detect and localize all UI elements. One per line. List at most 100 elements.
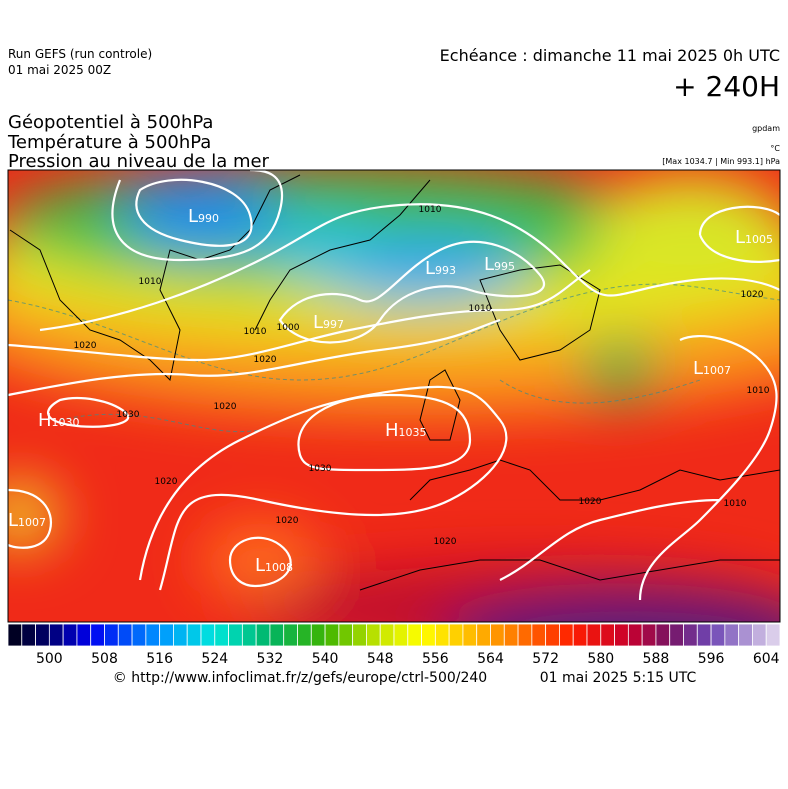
center-value: 1030 <box>52 416 80 429</box>
isobar-label: 1010 <box>419 205 442 215</box>
colorbar-box <box>627 623 643 647</box>
isobar-label: 1020 <box>579 497 602 507</box>
colorbar-box <box>62 623 78 647</box>
center-kind: L <box>484 254 494 275</box>
isobar-label: 1030 <box>117 410 140 420</box>
center-kind: H <box>385 420 399 441</box>
colorbar-box <box>324 623 340 647</box>
isobar-label: 1000 <box>277 323 300 333</box>
colorbar-box <box>669 623 684 647</box>
unit: [Max 1034.7 | Min 993.1] hPa <box>662 157 780 166</box>
colorbar-box <box>255 623 271 647</box>
pressure-center: L1008 <box>255 555 293 576</box>
colorbar-box <box>76 623 92 647</box>
colorbar-tick-label: 604 <box>753 651 780 667</box>
center-kind: L <box>8 510 18 531</box>
colorbar-box <box>572 623 588 647</box>
colorbar-box <box>421 623 436 647</box>
pressure-center: L995 <box>484 254 515 275</box>
colorbar-box <box>228 623 243 647</box>
colorbar-box <box>434 623 450 647</box>
colorbar-box <box>214 623 229 647</box>
colorbar-box <box>600 623 615 647</box>
center-value: 993 <box>435 264 456 277</box>
colorbar-box <box>200 623 216 647</box>
pressure-center: L990 <box>188 206 219 227</box>
colorbar-box <box>269 623 285 647</box>
run-date: 01 mai 2025 00Z <box>8 63 111 77</box>
center-value: 990 <box>198 212 219 225</box>
colorbar-box <box>21 623 36 647</box>
pressure-center: L1007 <box>8 510 46 531</box>
colorbar-tick-label: 540 <box>312 651 339 667</box>
center-kind: L <box>735 227 745 248</box>
center-value: 1008 <box>265 561 293 574</box>
colorbar-tick-label: 596 <box>698 651 725 667</box>
colorbar-box <box>462 623 478 647</box>
colorbar-box <box>379 623 395 647</box>
colorbar-box <box>7 623 23 647</box>
isobar-label: 1020 <box>214 402 237 412</box>
colorbar-box <box>683 623 698 647</box>
pressure-center: L993 <box>425 258 456 279</box>
isobar-label: 1020 <box>254 355 277 365</box>
colorbar-box <box>173 623 188 647</box>
field-title: Pression au niveau de la mer <box>8 151 270 172</box>
pressure-center: H1030 <box>38 410 80 431</box>
valid-time: Echéance : dimanche 11 mai 2025 0h UTC <box>440 46 780 65</box>
colorbar-box <box>407 623 422 647</box>
colorbar-tick-label: 500 <box>36 651 63 667</box>
colorbar-box <box>641 623 657 647</box>
pressure-center: L997 <box>313 312 344 333</box>
colorbar-box <box>476 623 491 647</box>
unit: gpdam <box>752 124 780 133</box>
colorbar-box <box>503 623 519 647</box>
colorbar-box <box>448 623 464 647</box>
colorbar-box <box>48 623 64 647</box>
colorbar-tick-label: 524 <box>201 651 228 667</box>
colorbar-box <box>655 623 671 647</box>
colorbar-box <box>186 623 202 647</box>
isobar-label: 1020 <box>741 290 764 300</box>
colorbar-box <box>90 623 105 647</box>
colorbar-tick-label: 516 <box>146 651 173 667</box>
isobar-label: 1020 <box>74 341 97 351</box>
colorbar-box <box>131 623 147 647</box>
colorbar-box <box>586 623 602 647</box>
isobar-label: 1020 <box>434 537 457 547</box>
colorbar-tick-label: 532 <box>257 651 284 667</box>
center-kind: H <box>38 410 52 431</box>
isobar-label: 1010 <box>724 499 747 509</box>
unit: °C <box>770 144 780 153</box>
colorbar-tick-label: 572 <box>532 651 559 667</box>
field-title: Géopotentiel à 500hPa <box>8 112 213 133</box>
center-kind: L <box>313 312 323 333</box>
colorbar-box <box>117 623 133 647</box>
map-frame <box>7 169 781 623</box>
colorbar-box <box>559 623 574 647</box>
colorbar-box <box>366 623 381 647</box>
isobar-label: 1010 <box>469 304 492 314</box>
colorbar-box <box>283 623 298 647</box>
colorbar-box <box>752 623 767 647</box>
colorbar-box <box>310 623 326 647</box>
colorbar-box <box>490 623 505 647</box>
source-url: © http://www.infoclimat.fr/z/gefs/europe… <box>113 670 487 686</box>
isobar-label: 1020 <box>276 516 299 526</box>
center-value: 997 <box>323 318 344 331</box>
colorbar-box <box>765 623 781 647</box>
colorbar-box <box>614 623 629 647</box>
colorbar-tick-label: 548 <box>367 651 394 667</box>
colorbar-box <box>297 623 312 647</box>
isobar-label: 1010 <box>747 386 770 396</box>
colorbar-box <box>104 623 119 647</box>
colorbar-box <box>338 623 354 647</box>
colorbar-box <box>517 623 533 647</box>
colorbar-tick-label: 556 <box>422 651 449 667</box>
colorbar-box <box>393 623 409 647</box>
pressure-center: H1035 <box>385 420 427 441</box>
pressure-center: L1005 <box>735 227 773 248</box>
generated-time: 01 mai 2025 5:15 UTC <box>540 670 697 686</box>
